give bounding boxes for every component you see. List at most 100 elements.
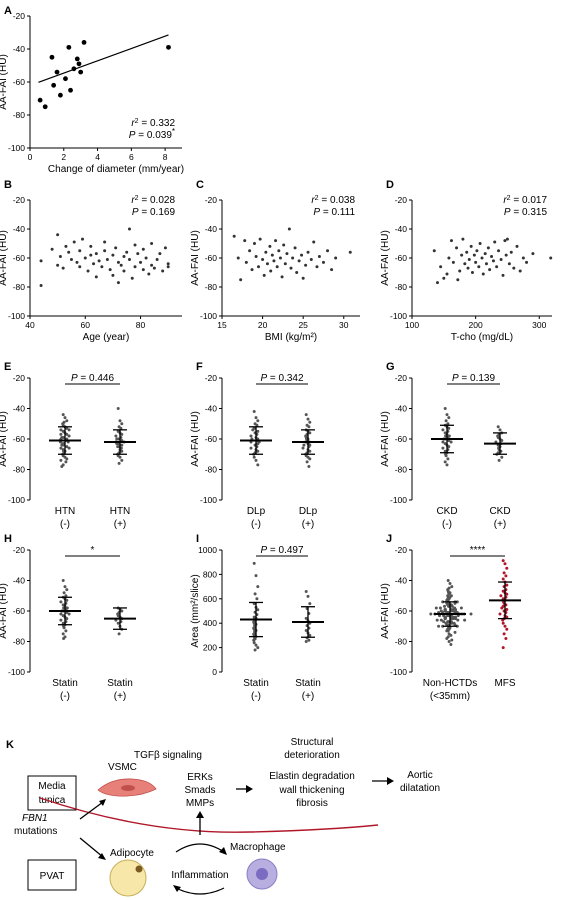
data-point [505,583,509,587]
data-point [251,428,255,432]
chart-d: D-20 -40 -60 -80 -100 AA-FAI (HU) 100 200 300 T-c… [380,179,553,343]
data-point [256,608,260,612]
data-point [503,624,507,628]
data-point [525,260,529,264]
category-label: HTN [55,506,76,517]
category-sublabel: (+) [494,519,507,530]
data-point [125,250,129,254]
data-point [65,588,69,592]
y-tick-label: -40 [13,576,26,586]
data-point [447,640,451,643]
data-point [451,260,455,264]
data-point [74,56,80,62]
x-tick-label: 25 [298,320,308,330]
data-point [447,416,451,420]
chart-b: B-20 -40 -60 -80 -100 AA-FAI (HU) 40 60 80 Age (y… [0,179,182,343]
data-point [454,617,457,621]
data-point [447,445,451,449]
y-axis-title: AA-FAI (HU) [0,411,9,467]
y-tick-label: -60 [395,434,408,444]
data-point [453,623,457,627]
category-label: MFS [494,678,515,689]
data-point [65,457,69,461]
data-point [481,272,485,276]
data-point [478,242,482,245]
data-point [144,256,148,260]
r-symbol: r [311,195,315,206]
data-point [119,426,123,430]
data-point [445,623,449,627]
chart-j: J-20 -40 -60 -80 -100 AA-FAI (HU) Non-HCTDs (<3… [380,533,521,702]
y-axis-title: AA-FAI (HU) [380,411,391,467]
y-tick-label: -100 [8,495,25,505]
data-point [435,618,439,622]
data-point [330,268,334,272]
data-point [448,582,452,586]
category-sublabel: (-) [251,691,261,702]
significance-mark: * [172,127,175,136]
data-point [503,562,507,566]
adipocyte-label: Adipocyte [110,848,154,859]
data-point [496,425,500,429]
data-point [306,594,310,598]
data-point [445,413,449,417]
arrow-to-vsmc [79,801,104,820]
data-point [503,239,507,243]
x-tick-label: 80 [136,320,146,330]
x-tick-label: 4 [95,152,100,162]
data-point [39,284,43,288]
vsmc-nucleus-icon [121,785,135,791]
p-value: = 0.342 [267,373,304,384]
y-tick-label: 200 [203,643,217,653]
x-tick-label: 15 [217,320,227,330]
data-point [306,417,310,421]
data-point [63,76,68,82]
r-superscript: 2 [135,118,139,125]
data-point [445,272,449,276]
data-point [116,445,120,449]
data-point [455,624,459,628]
data-point [443,407,447,410]
y-tick-label: -60 [395,253,408,263]
data-point [256,442,260,446]
category-sublabel: (-) [442,519,452,530]
data-point [67,250,71,254]
data-point [59,618,63,622]
data-point [59,428,63,432]
data-point [64,629,68,633]
data-point [469,612,473,616]
data-point [308,633,312,637]
chart-a: A -20 -40 -60 -80 -100 AA-FAI (HU) 0 2 4 6 8 Change … [0,5,184,175]
x-axis-title: BMI (kg/m²) [265,332,317,343]
arrow-head-icon [173,885,181,892]
data-point [239,278,243,282]
data-point [56,263,60,267]
data-point [67,434,71,438]
data-point [278,256,282,260]
y-tick-label: -100 [8,143,25,153]
y-axis-title: AA-FAI (HU) [380,230,391,286]
data-point [252,410,256,414]
data-point [453,630,457,634]
data-point [67,428,71,432]
data-point [293,246,297,250]
data-point [62,626,66,630]
y-tick-label: 0 [212,667,217,677]
significance-label: **** [470,545,486,556]
data-point [283,262,287,266]
data-point [255,597,259,601]
x-tick-label: 2 [61,152,66,162]
data-point [484,262,488,266]
y-tick-label: -20 [395,373,408,383]
data-point [61,413,65,417]
p-symbol: P [260,373,267,384]
category-label: Statin [295,678,321,689]
r-squared-label: r2 = 0.038 [311,195,355,207]
data-point [272,259,276,263]
data-point [118,419,122,423]
data-point [455,600,459,604]
data-point [86,269,90,273]
data-point [120,609,124,613]
data-point [122,269,126,273]
